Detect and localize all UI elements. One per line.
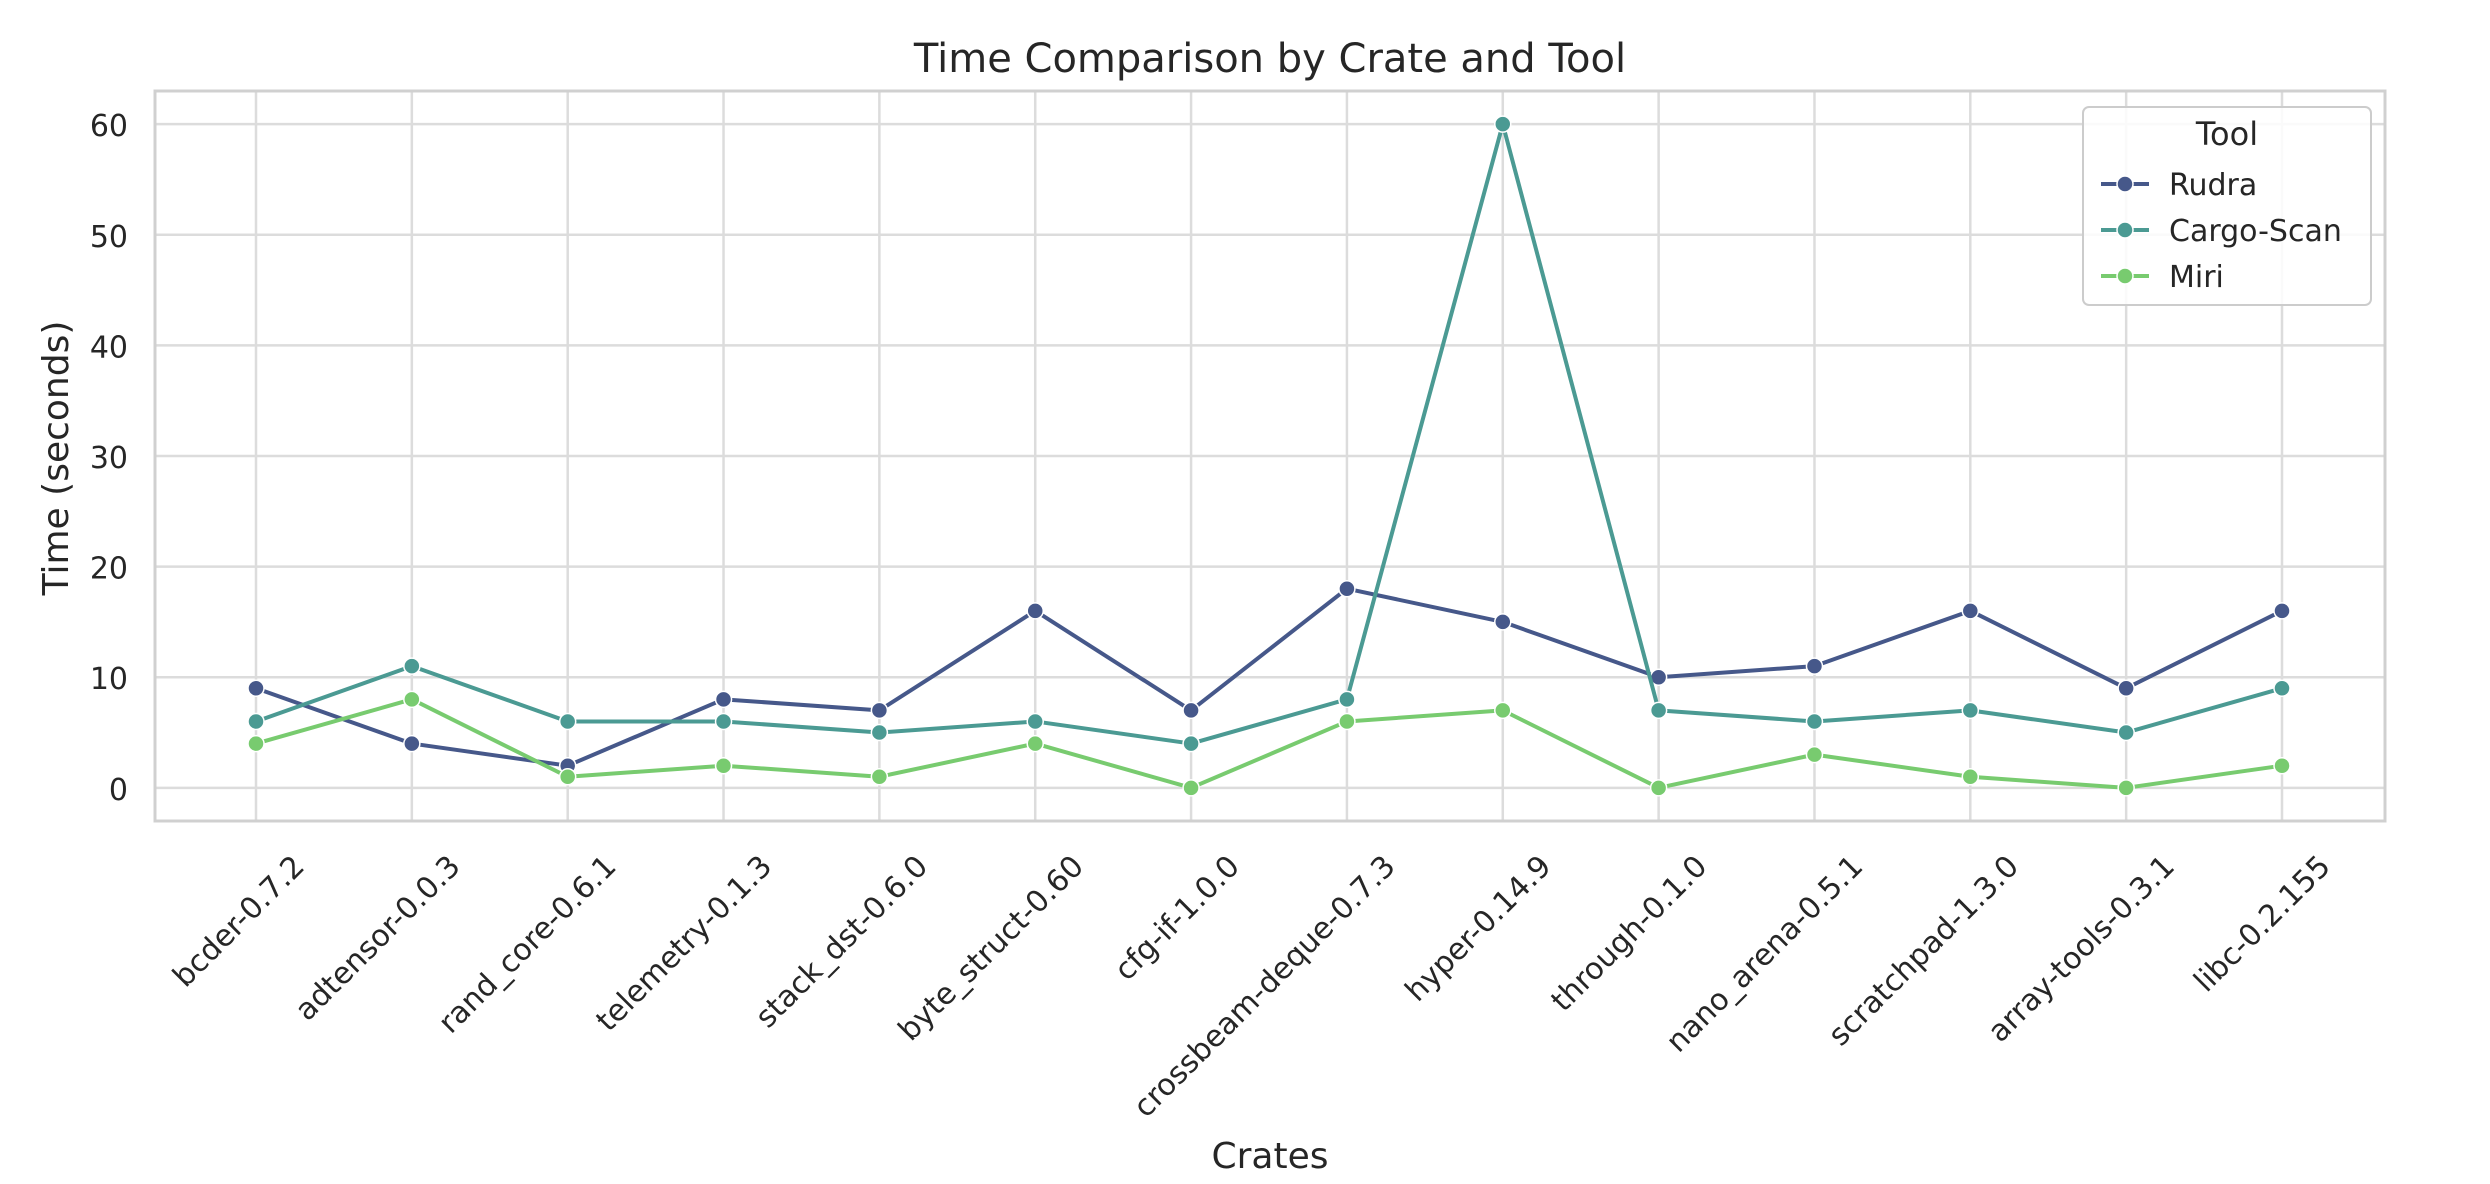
data-point-cargo-scan (247, 712, 265, 731)
series-line-rudra (255, 586, 2283, 768)
data-point-rudra (2273, 602, 2291, 620)
legend-label-miri: Miri (2169, 260, 2224, 295)
y-tick-label: 0 (109, 773, 128, 808)
data-point-rudra (1338, 579, 1356, 598)
legend-label-cargo-scan: Cargo-Scan (2169, 214, 2342, 249)
y-axis-ticks: 0 10 20 30 40 50 60 (90, 109, 128, 808)
data-point-cargo-scan (2117, 723, 2135, 742)
data-point-miri (1961, 768, 1980, 786)
legend-marker-rudra (2116, 175, 2134, 193)
data-point-miri (2273, 756, 2291, 775)
data-point-rudra (2117, 679, 2135, 698)
series-rudra (247, 579, 2291, 775)
data-point-cargo-scan (1961, 701, 1980, 720)
data-point-cargo-scan (1182, 734, 1200, 753)
legend-marker-miri (2116, 267, 2134, 285)
y-tick-label: 20 (90, 552, 128, 587)
data-point-cargo-scan (1338, 690, 1356, 709)
legend: Tool Rudra Cargo-Scan Miri (2082, 106, 2372, 306)
y-tick-label: 30 (90, 441, 128, 476)
grid-lines (155, 91, 2385, 821)
data-point-cargo-scan (403, 657, 421, 675)
data-point-miri (714, 756, 733, 775)
data-point-cargo-scan (1026, 712, 1044, 731)
data-point-rudra (1961, 602, 1980, 620)
data-point-cargo-scan (558, 712, 577, 731)
plot-area (153, 89, 2387, 823)
data-point-cargo-scan (2273, 679, 2291, 698)
data-point-cargo-scan (1494, 115, 1512, 133)
data-point-miri (1805, 745, 1824, 764)
data-point-miri (1338, 712, 1356, 731)
y-tick-label: 10 (90, 662, 128, 697)
series-cargo-scan (247, 115, 2291, 753)
y-tick-label: 50 (90, 220, 128, 255)
legend-marker-cargo-scan (2116, 221, 2134, 239)
data-point-miri (1494, 701, 1512, 720)
data-point-miri (1026, 734, 1044, 753)
data-point-rudra (870, 701, 889, 720)
series-miri (247, 690, 2291, 797)
data-point-cargo-scan (1805, 712, 1824, 731)
series-line-miri (255, 697, 2283, 790)
data-point-rudra (1805, 657, 1824, 675)
series-lines (247, 115, 2291, 797)
series-line-cargo-scan (255, 122, 2283, 746)
x-axis-label: Crates (1211, 1136, 1328, 1177)
legend-box (2082, 106, 2372, 306)
legend-label-rudra: Rudra (2169, 168, 2257, 203)
data-point-rudra (1026, 602, 1044, 620)
y-axis-label: Time (seconds) (36, 321, 77, 597)
data-point-rudra (1494, 613, 1512, 631)
data-point-miri (247, 734, 265, 753)
data-point-cargo-scan (870, 723, 889, 742)
data-point-cargo-scan (714, 712, 733, 731)
data-point-miri (1182, 779, 1200, 797)
y-tick-label: 60 (90, 109, 128, 144)
data-point-miri (1649, 779, 1668, 797)
chart-title: Time Comparison by Crate and Tool (913, 36, 1626, 82)
data-point-rudra (1182, 701, 1200, 720)
y-tick-label: 40 (90, 330, 128, 365)
data-point-rudra (403, 734, 421, 753)
data-point-miri (403, 690, 421, 709)
data-point-miri (558, 768, 577, 786)
plot-border (153, 89, 2387, 823)
data-point-miri (870, 768, 889, 786)
data-point-miri (2117, 779, 2135, 797)
legend-entries: Rudra Cargo-Scan Miri (2101, 168, 2342, 295)
data-point-rudra (714, 690, 733, 709)
data-point-rudra (247, 679, 265, 698)
data-point-cargo-scan (1649, 701, 1668, 720)
legend-title: Tool (2195, 115, 2258, 153)
